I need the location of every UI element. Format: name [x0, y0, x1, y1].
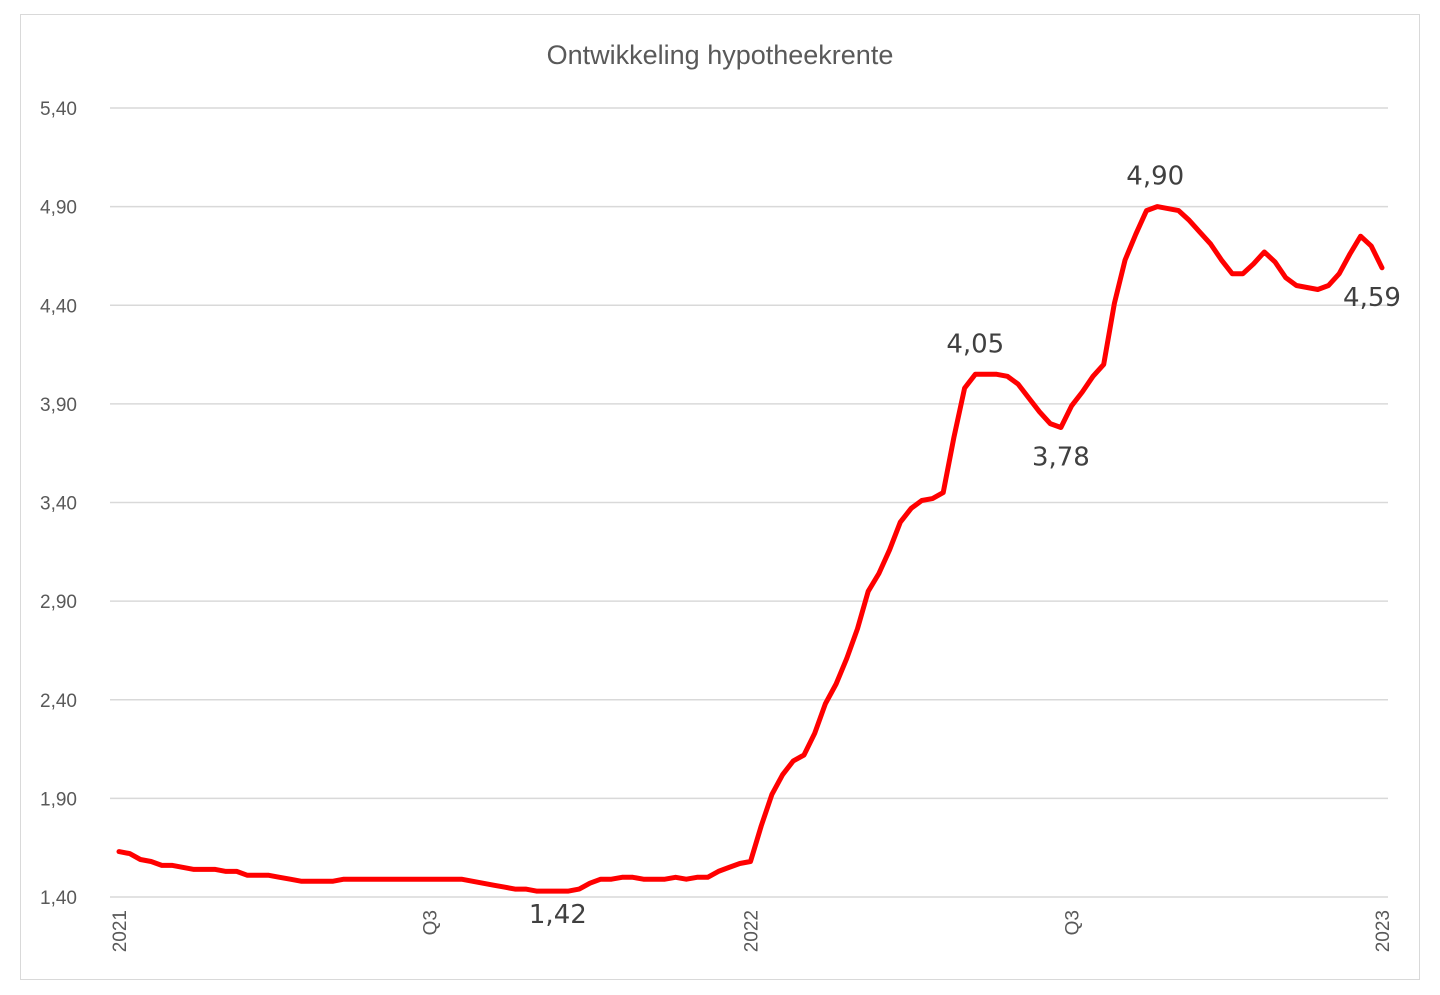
data-label: 4,59 [1343, 283, 1401, 313]
data-label: 1,42 [529, 900, 587, 930]
y-tick-label: 2,90 [40, 592, 77, 613]
y-tick-label: 2,40 [40, 691, 77, 712]
annotations: 1,42 4,05 3,78 4,90 4,59 [529, 162, 1401, 930]
x-tick-label: Q3 [420, 910, 441, 935]
series-line-hypotheekrente [116, 204, 1385, 894]
y-tick-label: 3,90 [40, 395, 77, 416]
x-tick-label: Q3 [1063, 910, 1084, 935]
x-tick-label: 2022 [742, 910, 763, 952]
y-tick-label: 3,40 [40, 494, 77, 515]
x-axis-ticks: 2021 Q3 2022 Q3 2023 [110, 910, 1394, 952]
chart-frame [20, 14, 1420, 980]
series-layer [116, 204, 1385, 894]
data-label: 4,05 [946, 329, 1004, 359]
y-tick-label: 4,90 [40, 198, 77, 219]
data-label: 3,78 [1032, 443, 1090, 473]
x-tick-label: 2023 [1373, 910, 1394, 952]
chart-title: Ontwikkeling hypotheekrente [547, 40, 894, 70]
x-tick-label: 2021 [110, 910, 131, 952]
data-label: 4,90 [1126, 162, 1184, 192]
y-tick-label: 4,40 [40, 296, 77, 317]
y-tick-label: 5,40 [40, 99, 77, 120]
y-tick-label: 1,40 [40, 888, 77, 909]
y-axis-ticks: 1,40 1,90 2,40 2,90 3,40 3,90 4,40 4,90 5,40 [40, 99, 77, 909]
y-tick-label: 1,90 [40, 789, 77, 810]
gridlines [110, 107, 1388, 898]
